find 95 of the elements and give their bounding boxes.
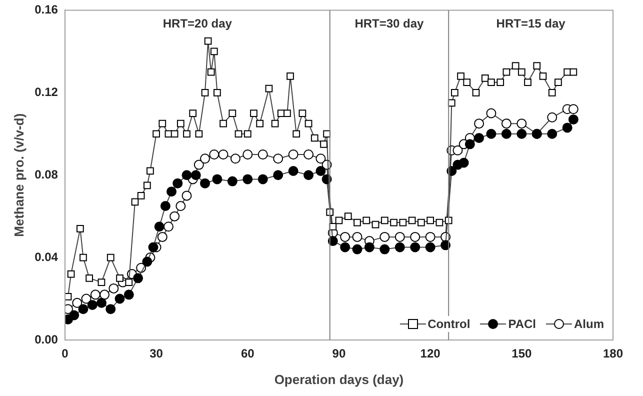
point (501, 118, 512, 129)
point (176, 201, 186, 212)
point (410, 242, 420, 252)
point (170, 211, 180, 222)
point (568, 104, 578, 114)
y-tick-label: 0.12 (34, 84, 58, 99)
point (242, 174, 253, 184)
point (380, 244, 390, 254)
x-axis-title: Operation days (day) (274, 372, 404, 387)
point (474, 118, 484, 129)
point (242, 149, 253, 160)
x-tick-label: 180 (602, 346, 624, 361)
point (114, 294, 125, 304)
annotation: HRT=20 day (162, 16, 232, 31)
point (230, 154, 240, 164)
point (108, 283, 119, 294)
point (304, 149, 314, 160)
point (425, 242, 436, 252)
point (106, 304, 116, 314)
legend-label: Control (428, 317, 470, 331)
point (364, 242, 374, 252)
y-tick-label: 0.16 (34, 2, 58, 17)
point (258, 149, 268, 160)
point (273, 170, 284, 180)
point (316, 154, 326, 164)
point (72, 298, 82, 308)
point (486, 108, 496, 118)
point (124, 290, 134, 300)
point (87, 300, 98, 310)
point (380, 232, 390, 242)
point (90, 290, 100, 300)
legend-label: PACl (508, 317, 536, 331)
point (352, 232, 362, 242)
legend-label: Alum (574, 317, 604, 331)
point (273, 154, 284, 164)
y-tick-label: 0.08 (34, 167, 58, 182)
point (474, 133, 484, 143)
x-tick-label: 90 (332, 346, 346, 361)
point (288, 166, 298, 176)
x-tick-label: 30 (150, 346, 164, 361)
point (304, 170, 314, 180)
point (160, 201, 170, 212)
point (340, 242, 350, 252)
point (340, 232, 350, 242)
point (69, 310, 80, 320)
point (166, 186, 177, 197)
point (352, 244, 362, 254)
point (200, 178, 210, 188)
point (209, 149, 220, 160)
point (547, 128, 558, 139)
point (458, 158, 469, 168)
point (425, 232, 436, 242)
point (212, 174, 222, 184)
point (194, 160, 204, 170)
point (218, 149, 228, 160)
point (154, 222, 164, 232)
point (568, 114, 578, 124)
point (172, 178, 183, 188)
point (288, 149, 298, 160)
point (516, 118, 527, 129)
y-tick-label: 0.04 (34, 250, 58, 264)
point (100, 290, 110, 300)
point (501, 128, 512, 139)
y-axis-title: Methane pro. (v/v-d) (11, 113, 26, 237)
point (394, 242, 405, 252)
point (133, 273, 144, 284)
point (200, 154, 210, 164)
point (182, 170, 192, 180)
annotation: HRT=30 day (354, 16, 424, 31)
point (96, 298, 106, 308)
point (410, 232, 420, 242)
point (227, 176, 238, 186)
x-tick-label: 120 (420, 346, 441, 361)
point (157, 232, 168, 242)
point (394, 232, 405, 242)
point (316, 166, 326, 176)
point (81, 294, 92, 304)
x-tick-label: 150 (512, 346, 532, 361)
point (163, 222, 174, 232)
point (452, 145, 463, 156)
point (190, 170, 201, 180)
x-tick-label: 60 (240, 346, 255, 361)
point (182, 190, 192, 201)
point (464, 139, 475, 150)
annotation: HRT=15 day (496, 16, 566, 31)
point (562, 122, 572, 133)
point (148, 242, 158, 252)
point (142, 256, 152, 267)
point (78, 304, 88, 314)
point (516, 128, 527, 139)
x-tick-label: 0 (62, 346, 69, 361)
point (258, 174, 268, 184)
point (486, 128, 496, 139)
y-tick-label: 0.00 (34, 332, 58, 346)
point (547, 112, 558, 122)
